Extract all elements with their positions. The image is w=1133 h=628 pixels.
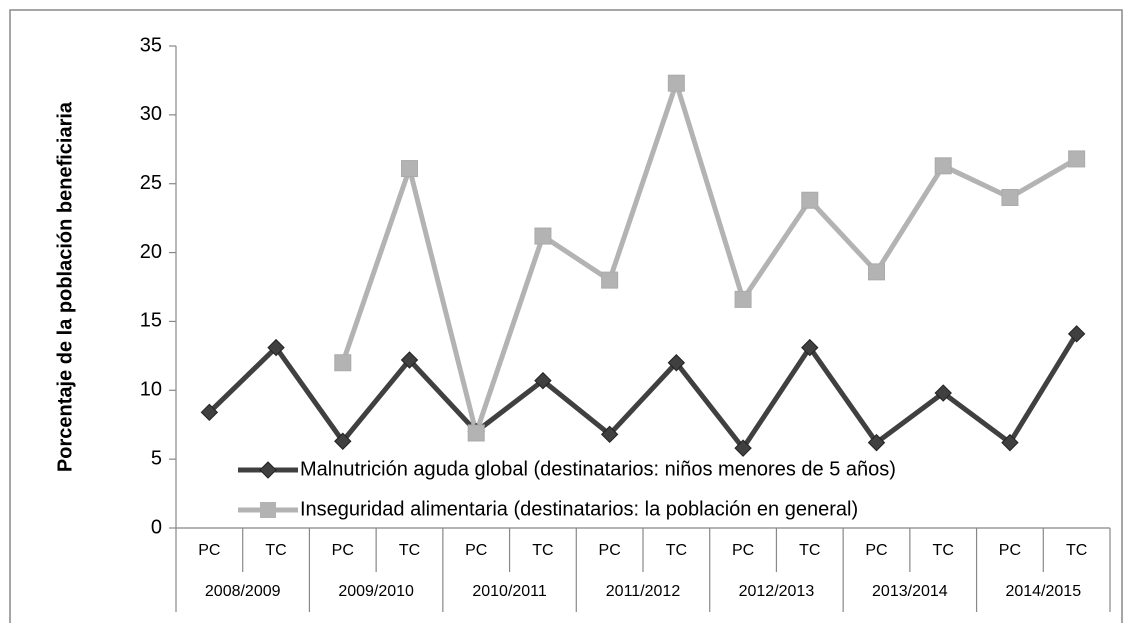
point <box>801 338 819 357</box>
x-group-label: 2014/2015 <box>1005 583 1081 600</box>
x-group-label: 2010/2011 <box>472 583 547 600</box>
x-tick-label: PC <box>599 542 621 559</box>
x-group-label: 2008/2009 <box>205 583 281 600</box>
y-tick-label: 20 <box>140 241 162 263</box>
x-tick-label: TC <box>265 542 286 559</box>
series-line <box>207 332 1079 451</box>
point <box>467 424 485 442</box>
point <box>267 338 285 357</box>
point <box>801 191 819 209</box>
point <box>401 160 418 178</box>
point <box>400 351 419 369</box>
x-group-label: 2012/2013 <box>739 583 815 600</box>
point <box>868 263 885 281</box>
legend-marker <box>260 502 276 518</box>
point <box>334 354 352 372</box>
x-tick-label: PC <box>732 542 754 559</box>
x-group-label: 2009/2010 <box>338 583 414 600</box>
point <box>667 354 686 372</box>
x-tick-label: PC <box>465 542 487 559</box>
x-tick-label: TC <box>666 542 687 559</box>
y-tick-label: 35 <box>140 34 162 56</box>
x-tick-label: TC <box>933 542 954 559</box>
point <box>734 439 752 457</box>
y-tick-label: 0 <box>151 516 162 538</box>
x-group-label: 2013/2014 <box>872 583 948 600</box>
point <box>334 432 352 450</box>
x-group-label: 2011/2012 <box>606 583 681 600</box>
point <box>734 290 752 308</box>
point <box>1068 150 1086 168</box>
y-tick-label: 25 <box>140 172 162 194</box>
point <box>600 425 619 444</box>
point <box>534 227 552 245</box>
point <box>1067 325 1086 343</box>
point <box>601 271 619 289</box>
point <box>934 157 952 175</box>
legend-label: Malnutrición aguda global (destinatarios… <box>300 458 896 480</box>
point <box>667 74 685 92</box>
y-tick-label: 10 <box>140 379 162 401</box>
series-line <box>340 80 1078 436</box>
legend-label: Inseguridad alimentaria (destinatarios: … <box>300 498 858 520</box>
x-tick-label: PC <box>999 542 1021 559</box>
chart-frame <box>9 9 1123 628</box>
point <box>1001 433 1019 452</box>
legend-marker <box>259 461 277 479</box>
x-tick-label: PC <box>865 542 887 559</box>
y-tick-label: 15 <box>140 310 162 332</box>
x-tick-label: TC <box>399 542 420 559</box>
point <box>1001 188 1019 206</box>
point <box>934 384 952 402</box>
point <box>867 433 886 452</box>
x-tick-label: TC <box>799 542 820 559</box>
x-tick-label: TC <box>532 542 553 559</box>
point <box>534 371 552 390</box>
x-tick-label: PC <box>198 542 220 559</box>
x-tick-label: TC <box>1066 542 1087 559</box>
point <box>200 403 219 422</box>
y-tick-label: 5 <box>151 447 162 469</box>
y-axis-label: Porcentaje de la población beneficiaria <box>54 101 76 472</box>
y-tick-label: 30 <box>140 103 162 125</box>
x-tick-label: PC <box>332 542 354 559</box>
